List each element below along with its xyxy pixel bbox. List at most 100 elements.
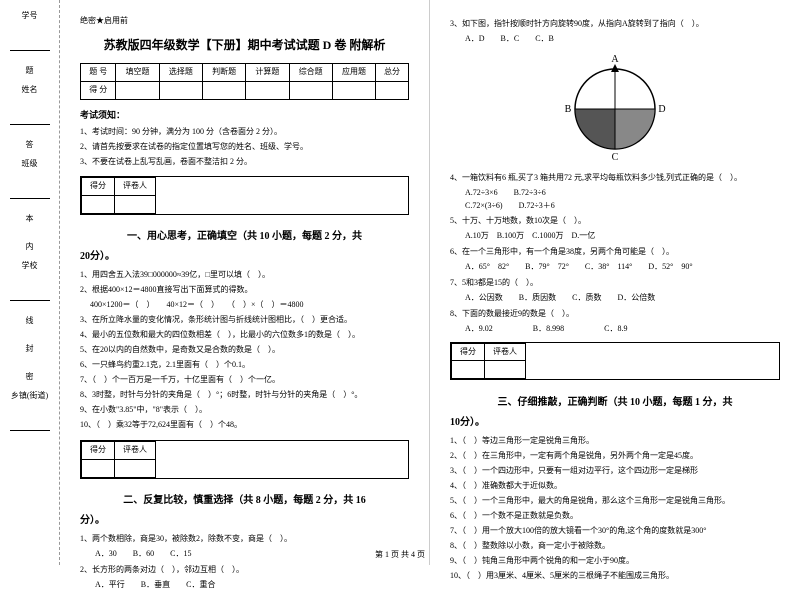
opts: A．平行 B．垂直 C．重合 — [95, 579, 409, 592]
vert-text: 本 — [24, 214, 35, 222]
binding-field-label: 乡镇(街道) — [11, 390, 48, 401]
vert-text: 内 — [24, 242, 35, 250]
vert-text: 答 — [24, 140, 35, 148]
binding-field-line — [10, 26, 50, 51]
content-area: 绝密★启用前 苏教版四年级数学【下册】期中考试试题 D 卷 附解析 题 号 填空… — [60, 0, 800, 565]
q: 4、最小的五位数和最大的四位数相差（ ），比最小的六位数多1的数是（ ）。 — [80, 329, 409, 341]
td: 得 分 — [81, 81, 116, 99]
binding-field-label: 学号 — [22, 10, 38, 21]
sb[interactable] — [82, 196, 115, 214]
section1-title: 一、用心思考，正确填空（共 10 小题，每题 2 分，共 — [80, 229, 409, 245]
sb: 得分 — [452, 343, 485, 361]
td[interactable] — [376, 81, 409, 99]
th: 应用题 — [332, 63, 375, 81]
q: 3、如下图，指针按顺时针方向旋转90度，从指向A旋转到了指向（ ）。 — [450, 18, 780, 30]
secret-label: 绝密★启用前 — [80, 15, 409, 28]
td[interactable] — [116, 81, 159, 99]
q: 6、（ ）一个数不是正数就是负数。 — [450, 510, 780, 522]
q: 6、在一个三角形中，有一个角是38度，另两个角可能是（ ）。 — [450, 246, 780, 258]
q: 8、3时整，时针与分针的夹角是（ ）°；6时整，时针与分针的夹角是（ ）°。 — [80, 389, 409, 401]
q: 7、5和3都是15的（ ）。 — [450, 277, 780, 289]
sb[interactable] — [115, 196, 156, 214]
binding-field-label: 班级 — [22, 158, 38, 169]
q: 2、根据400×12＝4800直接写出下面算式的得数。 — [80, 284, 409, 296]
vert-text: 线 — [24, 316, 35, 324]
section3-sub: 10分）。 — [450, 415, 780, 431]
binding-field-line — [10, 100, 50, 125]
section1-sub: 20分）。 — [80, 249, 409, 265]
binding-field-line — [10, 406, 50, 431]
opts: A.10万 B.100万 C.1000万 D.一亿 — [465, 230, 780, 243]
q: 2、（ ）在三角形中，一定有两个角是锐角，另外两个角一定是45度。 — [450, 450, 780, 462]
q: 5、（ ）一个三角形中，最大的角是锐角，那么这个三角形一定是锐角三角形。 — [450, 495, 780, 507]
sb: 评卷人 — [115, 178, 156, 196]
opts: A．65° 82° B．79° 72° C．38° 114° D．52° 90° — [465, 261, 780, 274]
th: 判断题 — [202, 63, 245, 81]
sb: 评卷人 — [485, 343, 526, 361]
q: 9、在小数"3.85"中，"8"表示（ ）。 — [80, 404, 409, 416]
vert-text: 题 — [24, 66, 35, 74]
right-column: 3、如下图，指针按顺时针方向旋转90度，从指向A旋转到了指向（ ）。 A．D B… — [430, 0, 800, 565]
th: 填空题 — [116, 63, 159, 81]
sb[interactable] — [82, 460, 115, 478]
label-b: B — [565, 104, 572, 115]
notice-item: 1、考试时间：90 分钟，满分为 100 分（含卷面分 2 分）。 — [80, 126, 409, 139]
q: 1、两个数相除，商是30，被除数2，除数不变，商是（ ）。 — [80, 533, 409, 545]
th: 选择题 — [159, 63, 202, 81]
notice-title: 考试须知： — [80, 108, 409, 122]
opts: A．9.02 B．8.998 C．8.9 — [465, 323, 780, 336]
q: 5、在20以内的自然数中，是奇数又是合数的数是（ ）。 — [80, 344, 409, 356]
q: 4、一箱饮料有6 瓶,买了3 箱共用72 元,求平均每瓶饮料多少钱,列式正确的是… — [450, 172, 780, 184]
sb[interactable] — [452, 361, 485, 379]
sb: 评卷人 — [115, 442, 156, 460]
th: 计算题 — [246, 63, 289, 81]
score-table: 题 号 填空题 选择题 判断题 计算题 综合题 应用题 总分 得 分 — [80, 63, 409, 100]
sb[interactable] — [115, 460, 156, 478]
th: 总分 — [376, 63, 409, 81]
q: 5、十万、十万地数，数10次是（ ）。 — [450, 215, 780, 227]
score-box: 得分评卷人 — [80, 440, 409, 479]
label-a: A — [611, 54, 619, 65]
notice-item: 2、请首先按要求在试卷的指定位置填写您的姓名、班级、学号。 — [80, 141, 409, 154]
q: 10、（ ）用3厘米、4厘米、5厘米的三根绳子不能围成三角形。 — [450, 570, 780, 582]
q: 4、（ ）准确数都大于近似数。 — [450, 480, 780, 492]
sb: 得分 — [82, 442, 115, 460]
binding-margin: 学号 题 姓名 答 班级 本 内 学校 线 封 密 乡镇(街道) — [0, 0, 60, 565]
label-d: D — [658, 104, 665, 115]
td[interactable] — [246, 81, 289, 99]
label-c: C — [612, 152, 619, 163]
q: 2、长方形的两条对边（ ），邻边互相（ ）。 — [80, 564, 409, 576]
score-box: 得分评卷人 — [450, 342, 780, 381]
q: 8、下面的数最接近9的数是（ ）。 — [450, 308, 780, 320]
q: 1、用四舍五入法39□000000≈39亿，□里可以填（ ）。 — [80, 269, 409, 281]
left-column: 绝密★启用前 苏教版四年级数学【下册】期中考试试题 D 卷 附解析 题 号 填空… — [60, 0, 430, 565]
binding-field-label: 学校 — [22, 260, 38, 271]
score-box: 得分评卷人 — [80, 176, 409, 215]
vert-text: 封 — [24, 344, 35, 352]
page: 学号 题 姓名 答 班级 本 内 学校 线 封 密 乡镇(街道) 绝密★启用前 … — [0, 0, 800, 565]
exam-title: 苏教版四年级数学【下册】期中考试试题 D 卷 附解析 — [80, 36, 409, 55]
section3-title: 三、仔细推敲，正确判断（共 10 小题，每题 1 分，共 — [450, 395, 780, 411]
opts: A．公因数 B．质因数 C．质数 D．公倍数 — [465, 292, 780, 305]
page-footer: 第 1 页 共 4 页 — [0, 549, 800, 560]
th: 综合题 — [289, 63, 332, 81]
binding-field-line — [10, 174, 50, 199]
td[interactable] — [202, 81, 245, 99]
sb[interactable] — [485, 361, 526, 379]
q: 400×1200＝（ ） 40×12＝（ ） （ ）×（ ）＝4800 — [80, 299, 409, 311]
q: 10、（ ）乘32等于72,624里面有（ ）个48。 — [80, 419, 409, 431]
opts: A.72÷3×6 B.72÷3÷6 C.72×(3÷6) D.72÷3＋6 — [465, 187, 780, 213]
circle-diagram: A B C D — [450, 54, 780, 164]
q: 7、（ ）个一百万是一千万，十亿里面有（ ）个一亿。 — [80, 374, 409, 386]
binding-field-line — [10, 276, 50, 301]
q: 3、（ ）一个四边形中，只要有一组对边平行，这个四边形一定是梯形 — [450, 465, 780, 477]
td[interactable] — [332, 81, 375, 99]
q: 1、（ ）等边三角形一定是锐角三角形。 — [450, 435, 780, 447]
td[interactable] — [159, 81, 202, 99]
section2-title: 二、反复比较，慎重选择（共 8 小题，每题 2 分，共 16 — [80, 493, 409, 509]
section2-sub: 分）。 — [80, 513, 409, 529]
binding-field-label: 姓名 — [22, 84, 38, 95]
notice-item: 3、不要在试卷上乱写乱画，卷面不整洁扣 2 分。 — [80, 156, 409, 169]
td[interactable] — [289, 81, 332, 99]
vert-text: 密 — [24, 372, 35, 380]
